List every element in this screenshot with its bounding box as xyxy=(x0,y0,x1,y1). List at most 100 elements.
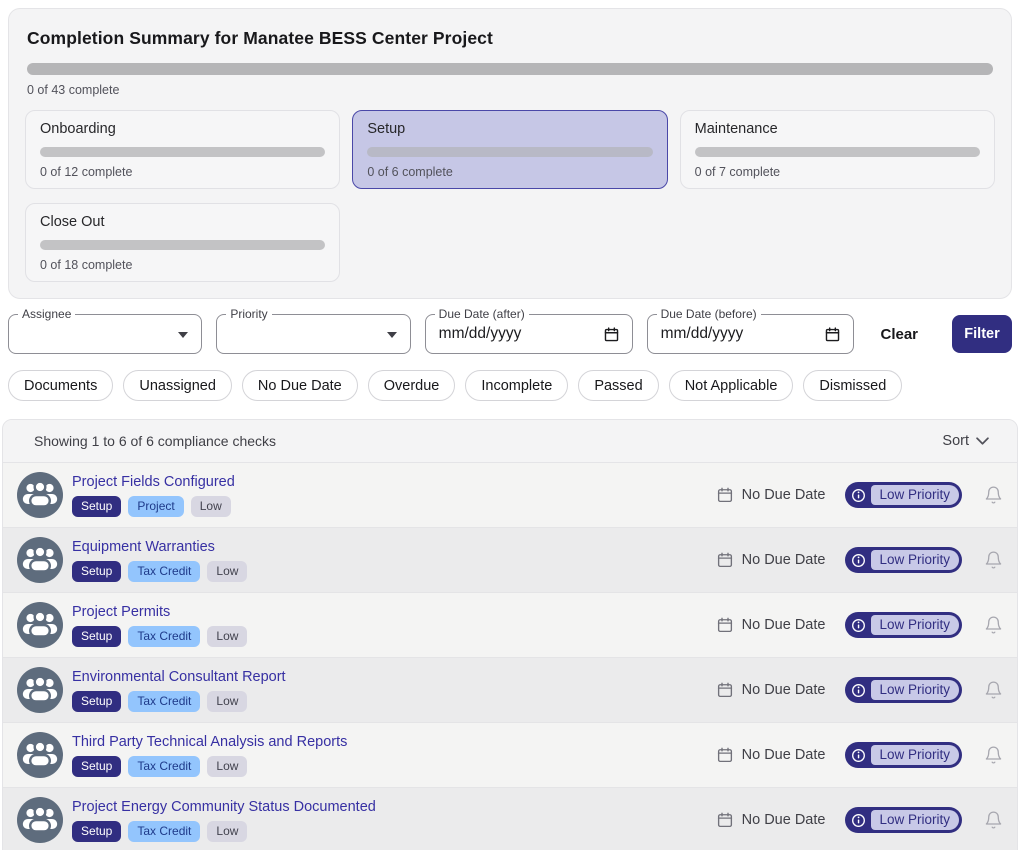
priority-pill[interactable]: Low Priority xyxy=(845,677,962,703)
tag-badge: Tax Credit xyxy=(128,626,201,647)
category-card[interactable]: Onboarding 0 of 12 complete xyxy=(25,110,341,189)
list-header: Showing 1 to 6 of 6 compliance checks So… xyxy=(3,420,1017,463)
priority-pill[interactable]: Low Priority xyxy=(845,547,962,573)
filter-button[interactable]: Filter xyxy=(952,315,1012,353)
category-complete-label: 0 of 7 complete xyxy=(694,165,781,179)
category-progress-bar xyxy=(694,147,980,157)
priority-label: Priority xyxy=(226,307,272,321)
priority-pill[interactable]: Low Priority xyxy=(845,742,962,768)
filter-chip[interactable]: Incomplete xyxy=(465,370,569,401)
bell-icon[interactable] xyxy=(984,680,1003,700)
avatar xyxy=(17,537,63,583)
priority-label: Low Priority xyxy=(871,485,959,505)
priority-label: Low Priority xyxy=(871,745,959,765)
check-main: Equipment Warranties Setup Tax Credit Lo… xyxy=(72,538,248,582)
category-card[interactable]: Setup 0 of 6 complete xyxy=(352,110,668,189)
category-progress-bar xyxy=(40,240,326,250)
check-meta: No Due Date Low Priority xyxy=(716,612,1003,638)
info-icon xyxy=(845,488,871,503)
priority-pill[interactable]: Low Priority xyxy=(845,807,962,833)
tag-badge: Tax Credit xyxy=(128,561,201,582)
assignee-label: Assignee xyxy=(18,307,76,321)
compliance-check-row[interactable]: Third Party Technical Analysis and Repor… xyxy=(3,723,1017,788)
filter-chip[interactable]: Overdue xyxy=(367,370,456,401)
due-date-before-label: Due Date (before) xyxy=(656,307,761,321)
category-grid: Onboarding 0 of 12 complete Setup 0 of 6… xyxy=(25,110,995,282)
check-title-link[interactable]: Project Energy Community Status Document… xyxy=(72,799,376,815)
priority-pill[interactable]: Low Priority xyxy=(845,612,962,638)
compliance-check-row[interactable]: Project Permits Setup Tax Credit Low xyxy=(3,593,1017,658)
filter-chip[interactable]: Documents xyxy=(8,370,114,401)
due-date-before-input[interactable]: Due Date (before) mm/dd/yyyy xyxy=(646,307,855,354)
priority-label: Low Priority xyxy=(871,615,959,635)
people-group-icon xyxy=(22,740,58,768)
bell-icon[interactable] xyxy=(984,615,1003,635)
people-group-icon xyxy=(22,610,58,638)
check-main: Project Permits Setup Tax Credit Low xyxy=(72,603,248,647)
category-complete-label: 0 of 18 complete xyxy=(40,258,133,272)
tag-badges: Setup Tax Credit Low xyxy=(72,626,248,647)
due-date-label: No Due Date xyxy=(741,747,826,763)
tag-badge: Low xyxy=(207,561,248,582)
tag-badges: Setup Tax Credit Low xyxy=(72,561,248,582)
category-progress-bar xyxy=(367,147,653,157)
compliance-check-row[interactable]: Equipment Warranties Setup Tax Credit Lo… xyxy=(3,528,1017,593)
overall-complete-label: 0 of 43 complete xyxy=(27,83,120,97)
info-icon xyxy=(845,683,871,698)
calendar-icon xyxy=(604,326,618,341)
check-meta: No Due Date Low Priority xyxy=(716,547,1003,573)
assignee-select[interactable]: Assignee xyxy=(8,307,203,354)
tag-badge: Project xyxy=(128,496,184,517)
due-date-label: No Due Date xyxy=(741,552,826,568)
list-rows: Project Fields Configured Setup Project … xyxy=(3,463,1017,850)
info-icon xyxy=(845,553,871,568)
compliance-check-row[interactable]: Project Energy Community Status Document… xyxy=(3,788,1017,850)
due-date-after-value: mm/dd/yyyy xyxy=(438,325,522,342)
category-title: Setup xyxy=(367,121,406,137)
filter-chip[interactable]: Passed xyxy=(578,370,659,401)
filters-bar: Assignee Priority Due Date (after) mm/dd… xyxy=(0,299,1020,354)
bell-icon[interactable] xyxy=(984,810,1003,830)
category-progress-bar xyxy=(40,147,326,157)
check-title-link[interactable]: Project Fields Configured xyxy=(72,474,235,490)
priority-select[interactable]: Priority xyxy=(216,307,411,354)
due-date-after-label: Due Date (after) xyxy=(434,307,529,321)
calendar-icon xyxy=(716,486,734,504)
category-card[interactable]: Maintenance 0 of 7 complete xyxy=(679,110,995,189)
check-title-link[interactable]: Environmental Consultant Report xyxy=(72,669,286,685)
category-complete-label: 0 of 12 complete xyxy=(40,165,133,179)
sort-button[interactable]: Sort xyxy=(942,433,989,449)
tag-badge: Setup xyxy=(72,756,122,777)
filter-chip[interactable]: Dismissed xyxy=(803,370,903,401)
tag-badge: Setup xyxy=(72,561,122,582)
check-title-link[interactable]: Project Permits xyxy=(72,604,171,620)
tag-badge: Low xyxy=(207,626,248,647)
filter-chip[interactable]: Unassigned xyxy=(123,370,232,401)
compliance-check-row[interactable]: Environmental Consultant Report Setup Ta… xyxy=(3,658,1017,723)
compliance-list: Showing 1 to 6 of 6 compliance checks So… xyxy=(2,419,1018,850)
check-main: Third Party Technical Analysis and Repor… xyxy=(72,733,347,777)
bell-icon[interactable] xyxy=(984,745,1003,765)
caret-down-icon xyxy=(178,332,189,338)
tag-badges: Setup Tax Credit Low xyxy=(72,691,286,712)
due-date-label: No Due Date xyxy=(741,812,826,828)
check-title-link[interactable]: Third Party Technical Analysis and Repor… xyxy=(72,734,348,750)
calendar-icon xyxy=(716,746,734,764)
caret-down-icon xyxy=(386,332,397,338)
priority-pill[interactable]: Low Priority xyxy=(845,482,962,508)
check-title-link[interactable]: Equipment Warranties xyxy=(72,539,215,555)
clear-button[interactable]: Clear xyxy=(868,326,930,343)
sort-label: Sort xyxy=(942,433,969,449)
compliance-check-row[interactable]: Project Fields Configured Setup Project … xyxy=(3,463,1017,528)
category-title: Onboarding xyxy=(40,121,116,137)
bell-icon[interactable] xyxy=(984,485,1003,505)
due-date-after-input[interactable]: Due Date (after) mm/dd/yyyy xyxy=(424,307,633,354)
tag-badge: Tax Credit xyxy=(128,691,201,712)
filter-chip[interactable]: Not Applicable xyxy=(668,370,794,401)
check-meta: No Due Date Low Priority xyxy=(716,482,1003,508)
category-title: Close Out xyxy=(40,214,105,230)
bell-icon[interactable] xyxy=(984,550,1003,570)
filter-chip[interactable]: No Due Date xyxy=(241,370,358,401)
category-card[interactable]: Close Out 0 of 18 complete xyxy=(25,203,341,282)
priority-label: Low Priority xyxy=(871,680,959,700)
